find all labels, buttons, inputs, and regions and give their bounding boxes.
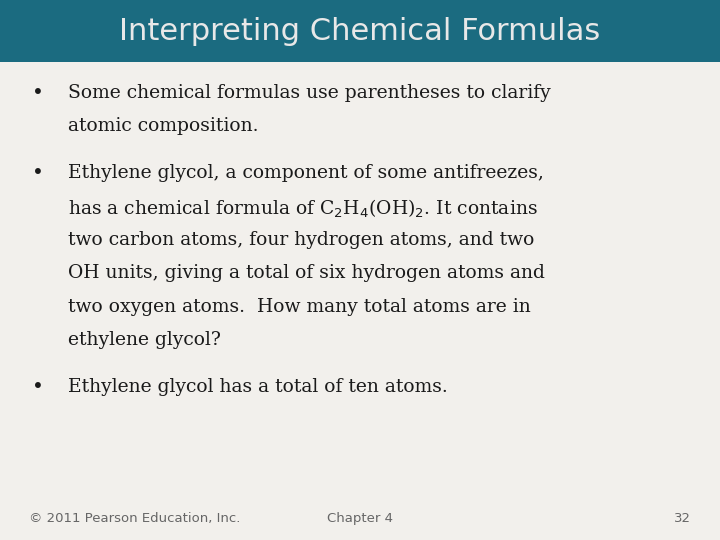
Text: atomic composition.: atomic composition. xyxy=(68,117,259,135)
Text: •: • xyxy=(32,164,44,183)
Text: OH units, giving a total of six hydrogen atoms and: OH units, giving a total of six hydrogen… xyxy=(68,265,545,282)
Text: ethylene glycol?: ethylene glycol? xyxy=(68,332,221,349)
Text: Interpreting Chemical Formulas: Interpreting Chemical Formulas xyxy=(120,17,600,45)
FancyBboxPatch shape xyxy=(0,0,720,62)
Text: has a chemical formula of C$_2$H$_4$(OH)$_2$. It contains: has a chemical formula of C$_2$H$_4$(OH)… xyxy=(68,198,539,220)
Text: Chapter 4: Chapter 4 xyxy=(327,512,393,525)
Text: two oxygen atoms.  How many total atoms are in: two oxygen atoms. How many total atoms a… xyxy=(68,298,531,316)
Text: •: • xyxy=(32,84,44,103)
Text: 32: 32 xyxy=(674,512,691,525)
Text: two carbon atoms, four hydrogen atoms, and two: two carbon atoms, four hydrogen atoms, a… xyxy=(68,231,535,249)
Text: © 2011 Pearson Education, Inc.: © 2011 Pearson Education, Inc. xyxy=(29,512,240,525)
Text: Ethylene glycol, a component of some antifreezes,: Ethylene glycol, a component of some ant… xyxy=(68,164,544,182)
Text: Ethylene glycol has a total of ten atoms.: Ethylene glycol has a total of ten atoms… xyxy=(68,379,448,396)
Text: Some chemical formulas use parentheses to clarify: Some chemical formulas use parentheses t… xyxy=(68,84,551,102)
Text: •: • xyxy=(32,379,44,397)
